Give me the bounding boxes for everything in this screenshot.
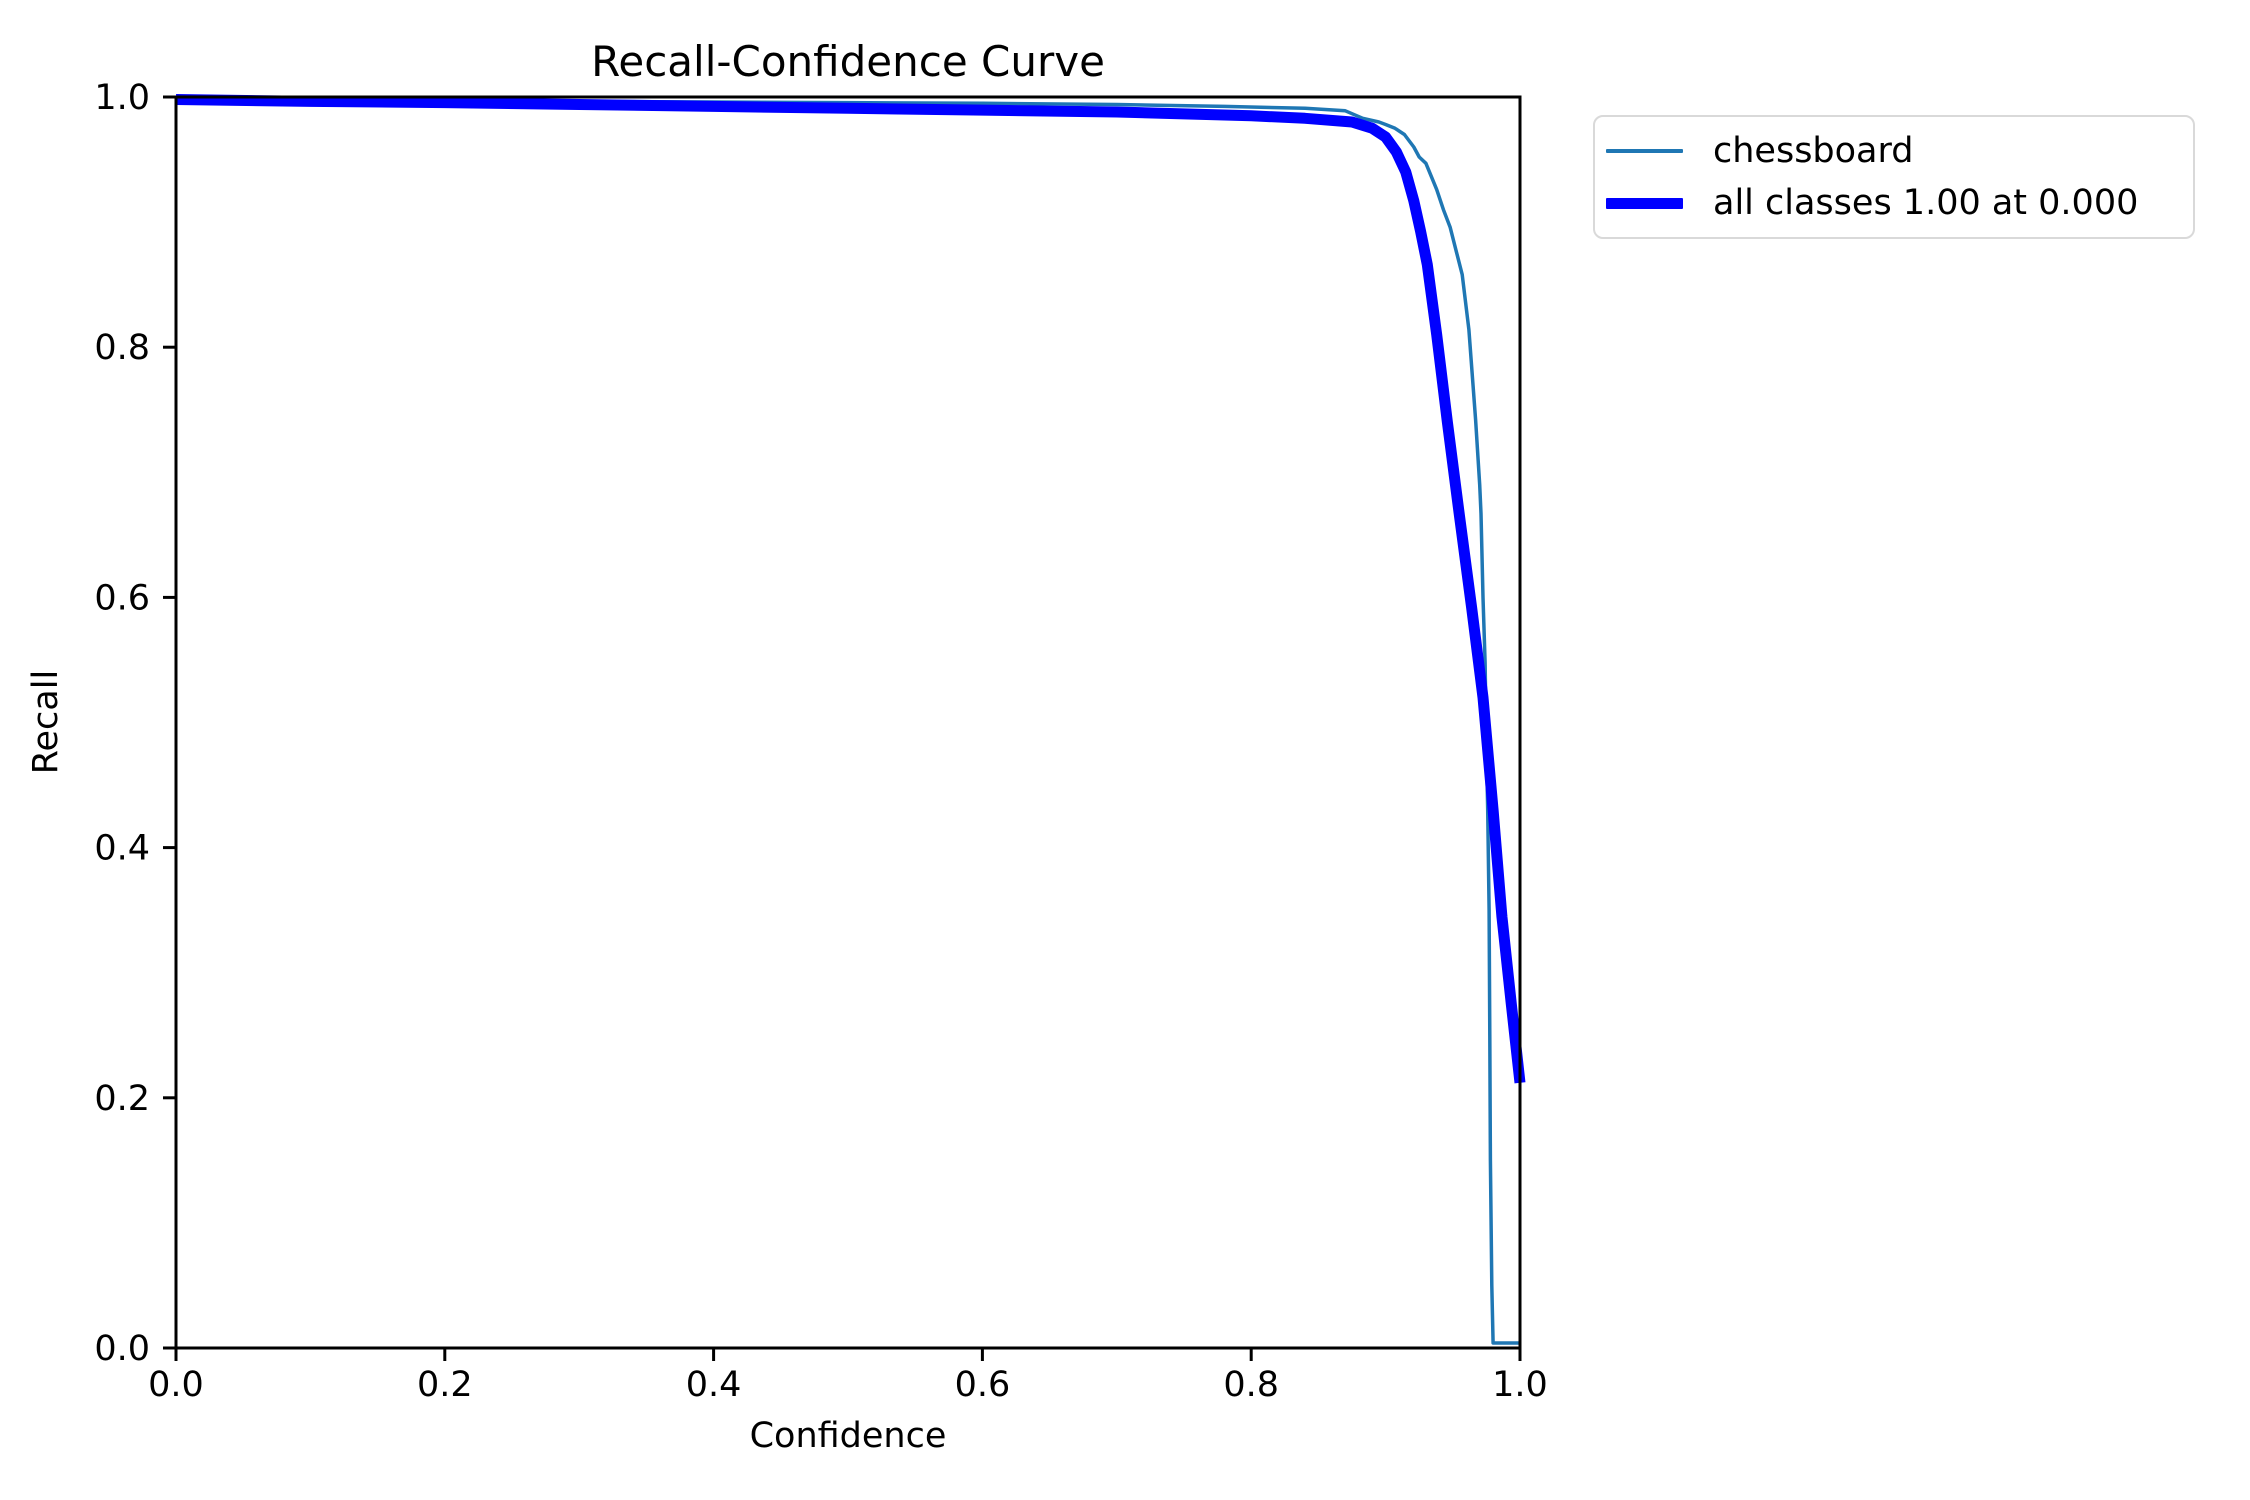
- x-tick-label: 1.0: [1492, 1365, 1548, 1405]
- x-tick-label: 0.0: [148, 1365, 204, 1405]
- y-tick-label: 0.6: [94, 578, 150, 618]
- x-axis-label: Confidence: [750, 1416, 947, 1456]
- x-tick-label: 0.2: [417, 1365, 473, 1405]
- legend-line-swatch-chessboard: [1606, 149, 1683, 153]
- y-tick-label: 0.4: [94, 829, 150, 869]
- curve-chessboard: [175, 97, 1520, 1345]
- y-tick-label: 0.8: [94, 328, 150, 368]
- legend-entry-chessboard: chessboard: [1606, 125, 2193, 177]
- legend-line-swatch-all-classes: [1606, 197, 1683, 209]
- x-tick-label: 0.6: [955, 1365, 1011, 1405]
- y-tick-label: 0.0: [94, 1329, 150, 1369]
- legend-label-chessboard: chessboard: [1713, 130, 1914, 171]
- x-tick-label: 0.8: [1223, 1365, 1279, 1405]
- legend: chessboard all classes 1.00 at 0.000: [1593, 115, 2195, 239]
- x-tick-label: 0.4: [686, 1365, 742, 1405]
- plot-area: [174, 95, 1522, 1350]
- y-tick-label: 1.0: [94, 78, 150, 118]
- y-axis-label: Recall: [26, 670, 66, 774]
- legend-entry-all-classes: all classes 1.00 at 0.000: [1606, 177, 2193, 229]
- curve-all-classes-1-00-at-0-000: [175, 94, 1526, 1084]
- x-axis: 0.0 0.2 0.4 0.6 0.8 1.0: [148, 1348, 1548, 1405]
- legend-label-all-classes: all classes 1.00 at 0.000: [1713, 182, 2139, 223]
- y-tick-label: 0.2: [94, 1079, 150, 1119]
- y-axis: 0.0 0.2 0.4 0.6 0.8 1.0: [94, 78, 176, 1369]
- curves-group: [175, 94, 1526, 1345]
- chart-title: Recall-Confidence Curve: [591, 37, 1105, 86]
